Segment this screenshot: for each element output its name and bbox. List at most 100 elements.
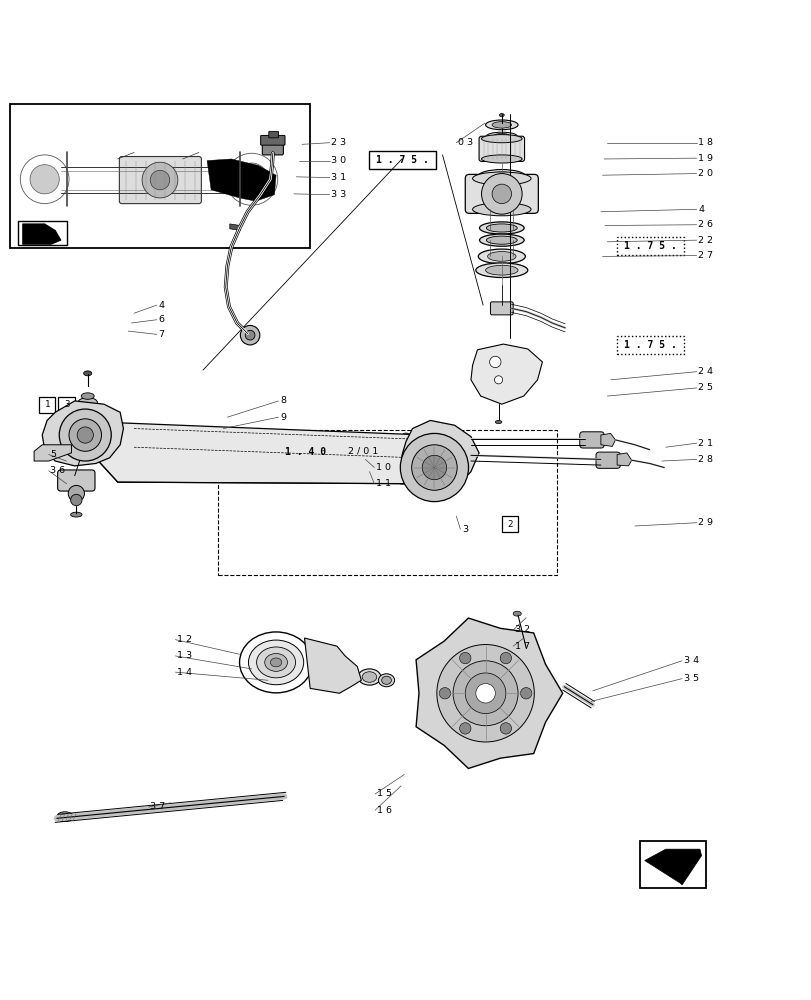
Text: 1 8: 1 8	[697, 138, 712, 147]
Polygon shape	[207, 159, 276, 201]
Ellipse shape	[264, 653, 287, 671]
Circle shape	[453, 661, 517, 726]
Polygon shape	[616, 453, 631, 466]
Ellipse shape	[513, 611, 521, 616]
Ellipse shape	[60, 814, 70, 820]
Circle shape	[68, 485, 84, 502]
Text: 2 8: 2 8	[697, 455, 712, 464]
Text: 2 4: 2 4	[697, 367, 712, 376]
Ellipse shape	[487, 252, 516, 261]
Polygon shape	[415, 618, 562, 768]
Ellipse shape	[478, 249, 525, 264]
FancyBboxPatch shape	[595, 452, 620, 468]
Circle shape	[422, 455, 446, 480]
Text: 9: 9	[280, 413, 285, 422]
Text: 3 1: 3 1	[331, 173, 346, 182]
Ellipse shape	[381, 676, 391, 684]
Ellipse shape	[485, 265, 517, 275]
Text: 3: 3	[461, 525, 468, 534]
Circle shape	[30, 165, 59, 194]
Text: 6: 6	[158, 315, 164, 324]
Circle shape	[150, 170, 169, 190]
Text: 7: 7	[158, 330, 164, 339]
Ellipse shape	[472, 172, 530, 185]
Circle shape	[475, 684, 495, 703]
Circle shape	[500, 652, 511, 664]
Ellipse shape	[475, 263, 527, 278]
Ellipse shape	[472, 203, 530, 216]
Circle shape	[59, 409, 111, 461]
Polygon shape	[23, 224, 61, 244]
Ellipse shape	[303, 450, 337, 472]
Text: 3 6: 3 6	[50, 466, 66, 475]
Text: 2 2: 2 2	[697, 236, 712, 245]
Circle shape	[491, 184, 511, 204]
Circle shape	[481, 174, 521, 214]
Polygon shape	[91, 423, 464, 484]
Text: 3 7: 3 7	[150, 802, 165, 811]
Ellipse shape	[378, 674, 394, 687]
Text: 2 / 0 1: 2 / 0 1	[347, 447, 377, 456]
Ellipse shape	[357, 455, 373, 468]
Text: 1 4: 1 4	[177, 668, 191, 677]
Ellipse shape	[486, 172, 517, 182]
Ellipse shape	[248, 640, 303, 685]
Circle shape	[142, 162, 178, 198]
Text: 1 5: 1 5	[376, 789, 391, 798]
Ellipse shape	[478, 234, 524, 246]
Ellipse shape	[324, 660, 341, 673]
Bar	[10, 104, 310, 248]
FancyBboxPatch shape	[262, 140, 283, 155]
Text: 1 6: 1 6	[376, 806, 391, 815]
Circle shape	[494, 376, 502, 384]
Circle shape	[520, 688, 531, 699]
Ellipse shape	[270, 658, 281, 667]
Text: 3 3: 3 3	[331, 190, 346, 199]
FancyBboxPatch shape	[579, 432, 603, 448]
Circle shape	[77, 427, 93, 443]
Text: 5: 5	[50, 450, 56, 459]
Text: 1 . 7 5 .: 1 . 7 5 .	[375, 155, 429, 165]
Ellipse shape	[521, 647, 530, 652]
Text: 1 . 4 0: 1 . 4 0	[285, 447, 325, 457]
Ellipse shape	[358, 669, 380, 685]
Circle shape	[439, 688, 450, 699]
Ellipse shape	[481, 155, 521, 163]
Ellipse shape	[495, 420, 501, 424]
Circle shape	[436, 645, 534, 742]
Polygon shape	[34, 445, 71, 461]
Ellipse shape	[486, 236, 517, 244]
Circle shape	[400, 433, 468, 502]
Polygon shape	[42, 401, 123, 466]
Ellipse shape	[317, 656, 348, 677]
Text: 2 5: 2 5	[697, 383, 712, 392]
Text: 2 1: 2 1	[697, 439, 712, 448]
Bar	[639, 841, 706, 888]
Text: 2 9: 2 9	[697, 518, 712, 527]
Polygon shape	[644, 849, 701, 885]
Circle shape	[465, 673, 505, 714]
Text: 1 0: 1 0	[375, 463, 390, 472]
Circle shape	[71, 494, 82, 506]
Ellipse shape	[314, 457, 327, 465]
Ellipse shape	[398, 480, 405, 484]
Ellipse shape	[491, 122, 511, 128]
Ellipse shape	[486, 224, 517, 232]
Ellipse shape	[71, 512, 82, 517]
Bar	[501, 516, 517, 532]
Text: 1 7: 1 7	[514, 642, 529, 651]
Bar	[616, 336, 683, 354]
Ellipse shape	[481, 135, 521, 143]
Circle shape	[459, 652, 470, 664]
Ellipse shape	[486, 132, 517, 140]
Text: 3 0: 3 0	[331, 156, 346, 165]
Ellipse shape	[78, 398, 97, 407]
Polygon shape	[230, 224, 240, 230]
Polygon shape	[304, 638, 361, 693]
Text: 1 3: 1 3	[177, 651, 192, 660]
Ellipse shape	[457, 435, 463, 439]
Text: 4: 4	[697, 205, 703, 214]
Text: 2 6: 2 6	[697, 220, 712, 229]
Text: 0 3: 0 3	[457, 138, 473, 147]
Text: 1 9: 1 9	[697, 154, 712, 163]
